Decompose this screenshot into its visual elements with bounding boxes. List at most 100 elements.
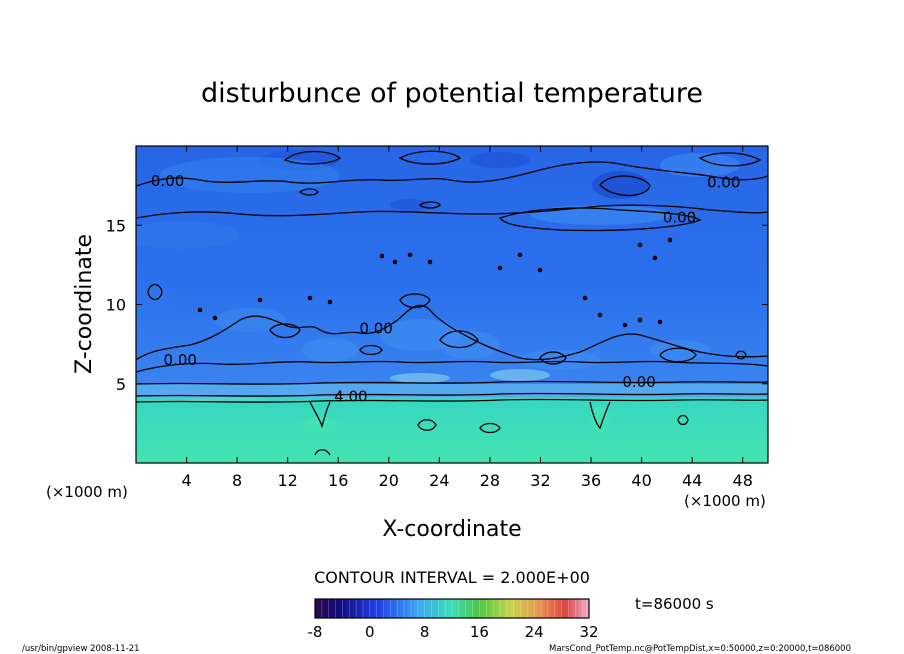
y-axis: 5 10 15 [106,216,768,394]
contour-label: 0.00 [707,173,740,191]
colorbar-swatch [561,599,566,618]
colorbar-swatch [582,599,586,618]
colorbar-swatch [325,599,329,618]
contour-dot [637,242,643,248]
contour-label: 0.00 [622,373,655,391]
contour-dot [582,295,588,301]
colorbar-swatch [575,599,580,618]
x-tick-label: 8 [232,471,242,490]
colorbar-swatch [352,599,357,618]
x-tick-label: 40 [631,471,651,490]
contour-line [599,175,651,197]
contour-line [398,150,462,165]
field-blotch [490,369,550,381]
contour-line [677,414,689,426]
colorbar-swatch [493,599,497,618]
colorbar-tick-label: 16 [470,623,489,641]
colorbar-swatch [479,599,484,618]
plot-area [136,146,768,463]
colorbar-tick-label: -8 [308,623,323,641]
contour-line [147,283,163,301]
y-tick-label: 15 [106,216,126,235]
colorbar-swatch [571,599,576,618]
contour-dot [212,315,218,321]
colorbar-swatch [462,599,466,618]
x-tick-label: 48 [733,471,753,490]
colorbar-swatch [393,599,398,618]
x-tick-label: 16 [328,471,348,490]
contour-line [136,360,768,373]
colorbar-swatch [390,599,395,618]
contour-line [298,188,319,196]
colorbar-tick-label: 0 [365,623,375,641]
colorbar-swatch [342,599,347,618]
contour-labels: 0.00 0.00 0.00 0.00 0.00 0.00 4.00 [151,172,741,406]
colorbar-swatch [332,599,336,618]
colorbar-swatch [469,599,473,618]
colorbar-swatch [513,599,518,618]
contour-line [698,152,762,167]
colorbar-swatch [520,599,525,618]
colorbar-swatch [424,599,429,618]
colorbar-ticks: -8 0 8 16 24 32 [308,623,599,641]
x-tick-label: 4 [181,471,191,490]
colorbar-tick-label: 32 [579,623,598,641]
colorbar-swatch [335,599,340,618]
colorbar-swatch [517,599,521,618]
colorbar-swatch [369,599,374,618]
y-axis-label: Z-coordinate [72,234,97,374]
contour-line [439,330,479,349]
colorbar-swatch [421,599,425,618]
colorbar-swatch [510,599,514,618]
lower-region-fill [136,396,768,463]
contour-label: 4.00 [334,387,367,405]
colorbar-swatch [472,599,477,618]
contour-interval-label: CONTOUR INTERVAL = 2.000E+00 [314,568,590,587]
contour-dot [427,259,433,265]
colorbar [314,598,590,619]
field-blotch [650,340,710,360]
colorbar-swatch [404,599,408,618]
colorbar-swatch [434,599,439,618]
colorbar-swatch [489,599,494,618]
colorbar-swatch [359,599,364,618]
colorbar-swatch [410,599,415,618]
colorbar-swatch [376,599,381,618]
contour-line [539,351,567,365]
contour-line [589,401,611,430]
contour-line [659,347,697,363]
colorbar-swatch [537,599,542,618]
colorbar-swatch [362,599,367,618]
x-tick-label: 20 [379,471,399,490]
contour-line [314,449,331,456]
contour-line [419,201,441,209]
y-tick-label: 10 [106,296,126,315]
contour-dot [197,307,203,313]
field-blotch [592,171,648,199]
footer-right: MarsCond_PotTemp.nc@PotTempDist,x=0:5000… [549,644,851,654]
contour-line [136,161,768,187]
colorbar-swatch [452,599,456,618]
x-tick-label: 36 [581,471,601,490]
x-unit-right: (×1000 m) [684,492,766,510]
field-blotch [530,205,670,225]
contour-dot [392,259,398,265]
colorbar-swatch [496,599,501,618]
contour-label: 0.00 [164,351,197,369]
colorbar-swatch [445,599,449,618]
field-blotch [136,221,240,249]
colorbar-swatch [380,599,384,618]
colorbar-swatch [465,599,470,618]
field-blotch [660,153,740,177]
contour-line [136,380,768,385]
colorbar-swatch [565,599,569,618]
colorbar-swatch [338,599,343,618]
colorbar-swatch [503,599,508,618]
field-blotch [520,350,600,370]
contour-line [479,422,501,434]
colorbar-swatch [554,599,559,618]
colorbar-swatch [431,599,436,618]
colorbar-swatch [506,599,511,618]
footer-left: /usr/bin/gpview 2008-11-21 [22,644,140,654]
colorbar-swatch [356,599,360,618]
